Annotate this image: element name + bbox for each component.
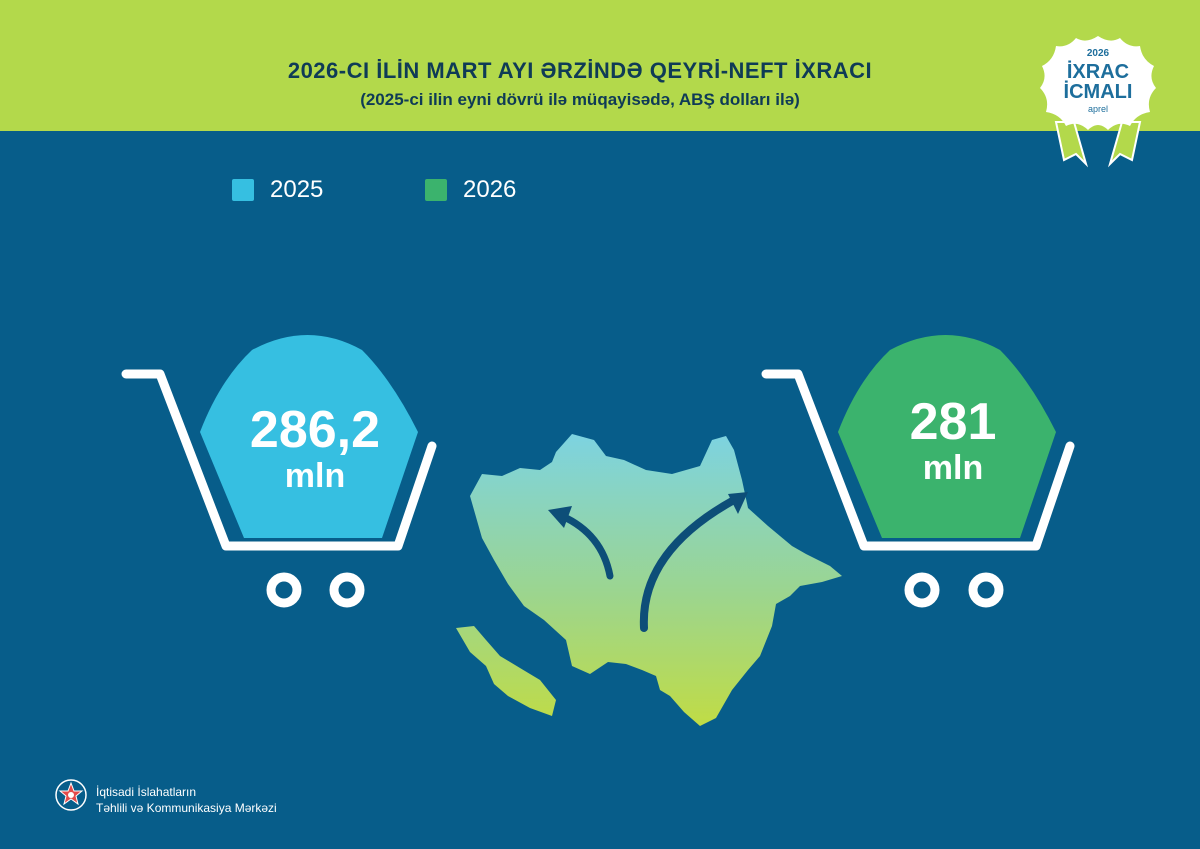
arrow-right <box>639 492 748 632</box>
cart-2025-fill <box>200 335 418 538</box>
value-2025: 286,2 <box>249 401 381 459</box>
legend-label-2026: 2026 <box>463 176 517 203</box>
value-label-2025: 286,2 mln <box>230 404 400 496</box>
legend-item-2026: 2026 <box>425 176 516 204</box>
cart-2025 <box>121 335 437 608</box>
legend-label-2025: 2025 <box>270 176 324 203</box>
badge-month: aprel <box>1088 104 1108 114</box>
cart-2026 <box>761 335 1075 608</box>
emblem-icon <box>55 779 87 811</box>
cart-2026-fill <box>838 335 1056 538</box>
organization-line2: Təhlili və Kommunikasiya Mərkəzi <box>96 801 277 815</box>
chart-title: 2026-CI İLİN MART AYI ƏRZİNDƏ QEYRİ-NEFT… <box>287 58 873 83</box>
export-summary-badge: 2026 İXRAC İCMALI aprel <box>1040 36 1156 168</box>
value-2026: 281 <box>909 393 997 451</box>
chart-subtitle: (2025-ci ilin eyni dövrü ilə müqayisədə,… <box>360 90 800 109</box>
cart-2025-wheel-left <box>266 572 302 608</box>
cart-2026-wheel-left <box>904 572 940 608</box>
cart-2026-wheel-right <box>968 572 1004 608</box>
cart-2025-wheel-right <box>329 572 365 608</box>
cart-2025-frame <box>121 369 437 551</box>
organization-name: İqtisadi İslahatların Təhlili və Kommuni… <box>96 784 277 816</box>
legend-swatch-2026 <box>425 179 447 201</box>
value-label-2026: 281 mln <box>868 396 1038 488</box>
badge-line1: İXRAC <box>1067 60 1129 83</box>
unit-2025: mln <box>284 457 346 495</box>
badge-line2: İCMALI <box>1064 80 1133 103</box>
organization-line1: İqtisadi İslahatların <box>96 785 197 799</box>
rosette-shape <box>1040 36 1156 130</box>
ribbon-right <box>1107 121 1142 168</box>
arrow-left <box>548 506 614 580</box>
badge-year: 2026 <box>1087 48 1110 59</box>
legend-swatch-2025 <box>232 179 254 201</box>
cart-2026-frame <box>761 369 1075 551</box>
unit-2026: mln <box>922 449 984 487</box>
header-band: 2026-CI İLİN MART AYI ƏRZİNDƏ QEYRİ-NEFT… <box>0 0 1200 131</box>
legend-item-2025: 2025 <box>232 176 323 204</box>
